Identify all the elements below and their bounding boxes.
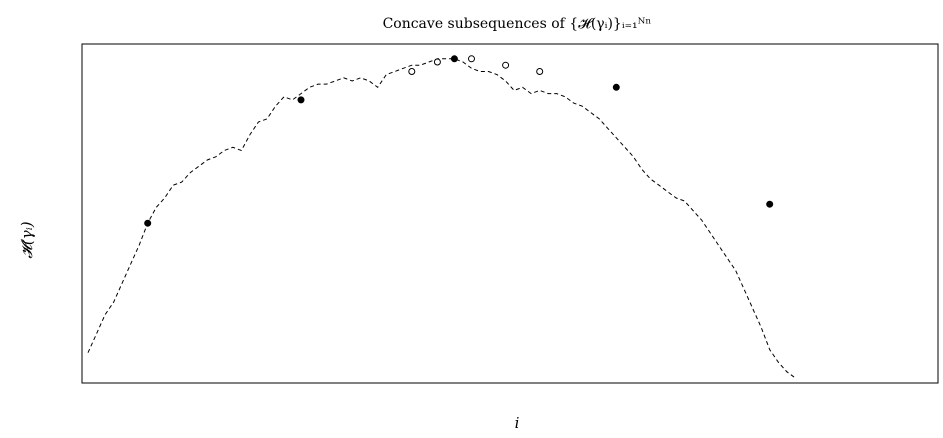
open-marker-6 xyxy=(502,61,510,69)
series-line xyxy=(87,58,796,379)
filled-marker-0 xyxy=(144,219,152,227)
marker-group xyxy=(144,55,774,227)
filled-marker-8 xyxy=(612,83,620,91)
filled-marker-9 xyxy=(766,200,774,208)
open-marker-2 xyxy=(408,68,416,75)
x-axis-label: i xyxy=(515,414,520,432)
open-marker-5 xyxy=(468,55,475,63)
open-marker-7 xyxy=(536,68,544,75)
chart-title: Concave subsequences of {𝓗(γᵢ)}ᵢ₌₁ᴺⁿ xyxy=(383,16,652,32)
plot-frame xyxy=(81,43,939,384)
open-marker-3 xyxy=(433,58,441,66)
y-axis-label: 𝓗(γᵢ) xyxy=(18,221,36,258)
filled-marker-1 xyxy=(297,96,305,104)
filled-marker-4 xyxy=(450,55,458,63)
